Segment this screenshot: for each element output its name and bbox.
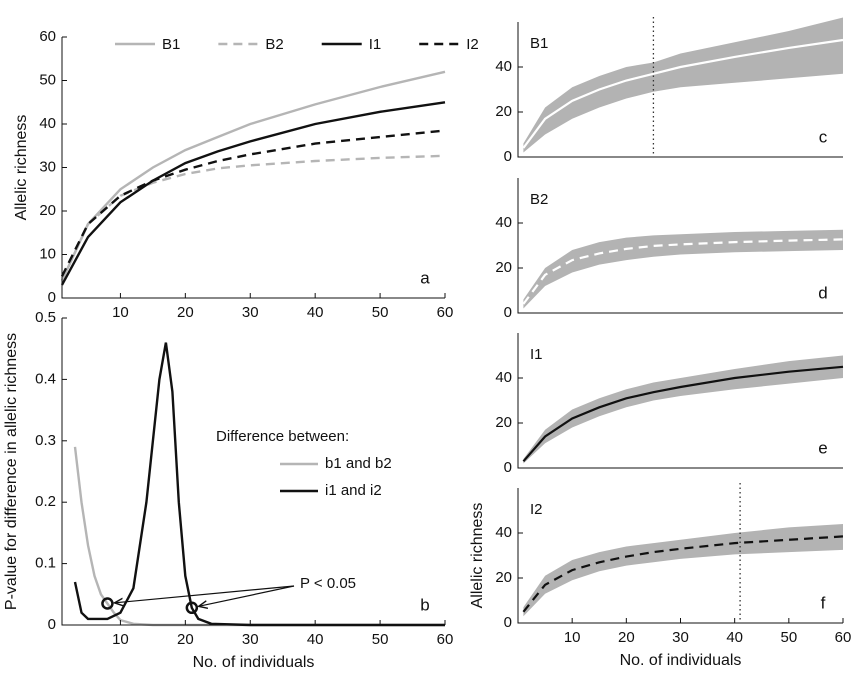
series-line: [60, 129, 446, 277]
x-tick-label: 40: [307, 304, 324, 321]
panel-title: B2: [530, 191, 548, 208]
panel-label: d: [818, 283, 827, 302]
y-tick-label: 40: [495, 524, 512, 541]
mean-line: [522, 238, 844, 305]
axis-frame: [61, 37, 445, 299]
y-tick-label: 20: [495, 414, 512, 431]
x-tick-label: 60: [835, 629, 851, 646]
x-tick-label: 60: [437, 631, 454, 648]
x-tick-label: 10: [564, 629, 581, 646]
mean-line: [522, 535, 844, 613]
series-line: [60, 154, 446, 282]
y-tick-label: 0: [48, 616, 56, 633]
panel-label: b: [420, 595, 429, 614]
y-tick-label: 20: [495, 569, 512, 586]
highlight-marker: [101, 597, 114, 610]
legend-label: i1 and i2: [325, 482, 382, 499]
x-tick-label: 50: [780, 629, 797, 646]
panel-label: f: [821, 593, 826, 612]
panel-title: I1: [530, 346, 543, 363]
y-tick-label: 40: [39, 115, 56, 132]
confidence-band: [523, 524, 843, 617]
y-tick-label: 0.4: [35, 370, 56, 387]
legend-label: I1: [369, 36, 382, 53]
y-tick-label: 0.2: [35, 493, 56, 510]
y-tick-label: 20: [495, 259, 512, 276]
y-tick-label: 0: [48, 289, 56, 306]
highlight-marker: [185, 601, 199, 615]
x-tick-label: 20: [618, 629, 635, 646]
x-tick-label: 20: [177, 631, 194, 648]
y-axis-label: Allelic richness: [469, 503, 486, 609]
legend-title: Difference between:: [216, 428, 349, 445]
legend-label: I2: [466, 36, 479, 53]
mean-line: [522, 365, 844, 463]
series-line: [73, 342, 445, 627]
x-tick-label: 40: [726, 629, 743, 646]
y-tick-label: 20: [39, 202, 56, 219]
x-axis-label: No. of individuals: [193, 654, 315, 671]
legend-label: B1: [162, 36, 180, 53]
y-axis-label: Allelic richness: [13, 115, 30, 221]
confidence-band: [523, 355, 843, 464]
x-tick-label: 50: [372, 631, 389, 648]
y-tick-label: 30: [39, 158, 56, 175]
x-tick-label: 10: [112, 304, 129, 321]
x-tick-label: 30: [242, 631, 259, 648]
x-tick-label: 60: [437, 304, 454, 321]
y-tick-label: 40: [495, 58, 512, 75]
y-tick-label: 0: [504, 148, 512, 165]
x-tick-label: 20: [177, 304, 194, 321]
confidence-band: [523, 229, 843, 309]
legend-label: b1 and b2: [325, 455, 392, 472]
panel-label: a: [420, 268, 430, 287]
y-tick-label: 40: [495, 214, 512, 231]
annotation: P < 0.05: [300, 575, 356, 592]
y-tick-label: 20: [495, 103, 512, 120]
x-axis-label: No. of individuals: [620, 652, 742, 669]
y-tick-label: 60: [39, 28, 56, 45]
y-tick-label: 50: [39, 71, 56, 88]
y-axis-label: P-value for difference in allelic richne…: [3, 333, 20, 610]
x-tick-label: 30: [672, 629, 689, 646]
confidence-band: [523, 17, 843, 153]
panel-label: c: [819, 127, 828, 146]
panel-title: I2: [530, 501, 543, 518]
legend-label: B2: [265, 36, 283, 53]
y-tick-label: 0: [504, 459, 512, 476]
series-line: [60, 70, 446, 282]
annotation-arrow: [199, 585, 295, 606]
y-tick-label: 0.5: [35, 309, 56, 326]
x-tick-label: 30: [242, 304, 259, 321]
panel-label: e: [818, 438, 827, 457]
y-tick-label: 0.1: [35, 555, 56, 572]
y-tick-label: 0: [504, 614, 512, 631]
x-tick-label: 40: [307, 631, 324, 648]
x-tick-label: 50: [372, 304, 389, 321]
y-tick-label: 0: [504, 304, 512, 321]
axis-frame: [517, 333, 843, 469]
series-line: [73, 446, 445, 627]
annotation-arrow: [114, 585, 295, 603]
panel-title: B1: [530, 35, 548, 52]
series-line: [60, 101, 446, 286]
y-tick-label: 10: [39, 245, 56, 262]
mean-line: [522, 38, 844, 149]
y-tick-label: 40: [495, 369, 512, 386]
y-tick-label: 0.3: [35, 432, 56, 449]
x-tick-label: 10: [112, 631, 129, 648]
